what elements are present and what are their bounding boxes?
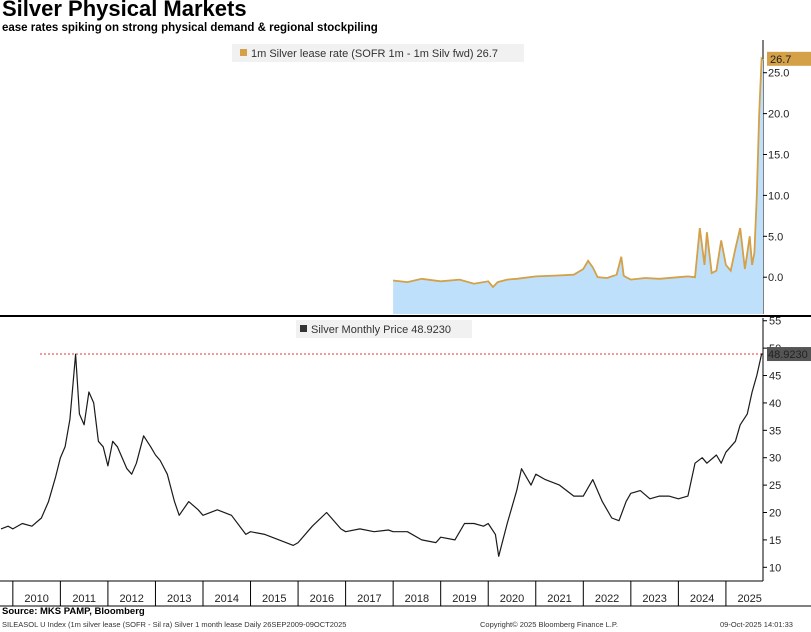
lease-rate-area — [393, 58, 763, 314]
silver-price-line — [0, 353, 764, 557]
x-tick-label: 2014 — [215, 593, 239, 605]
lease-legend-box — [232, 44, 524, 62]
x-tick-label: 2017 — [357, 593, 381, 605]
x-tick-label: 2016 — [310, 593, 334, 605]
price-y-tick-label: 10 — [769, 562, 781, 574]
price-legend-label: Silver Monthly Price 48.9230 — [311, 324, 451, 336]
price-y-tick-label: 30 — [769, 453, 781, 465]
price-y-tick-label: 20 — [769, 508, 781, 520]
price-y-tick-label: 55 — [769, 316, 781, 328]
price-last-value-label: 48.9230 — [768, 349, 808, 361]
lease-rate-line — [392, 56, 764, 289]
price-y-tick-label: 25 — [769, 480, 781, 492]
x-tick-label: 2019 — [452, 593, 476, 605]
x-axis: 2010 2011 2012 2013 2014 2015 2016 2017 2018 2019… — [0, 580, 811, 607]
price-last-value-tag — [767, 347, 811, 362]
x-tick-label: 2020 — [500, 593, 524, 605]
x-tick-label: 2021 — [547, 593, 571, 605]
lease-rate-panel: 0.0 5.0 10.0 15.0 20.0 25.0 1m Silver lease ra… — [0, 40, 811, 317]
x-tick-label: 2011 — [72, 593, 96, 605]
lease-last-value-tag — [767, 51, 811, 66]
lease-legend-label: 1m Silver lease rate (SOFR 1m - 1m Silv … — [251, 48, 498, 60]
price-y-tick-label: 35 — [769, 425, 781, 437]
price-y-tick-label: 40 — [769, 398, 781, 410]
chart-subtitle: ease rates spiking on strong physical de… — [2, 22, 378, 34]
page-title: Silver Physical Markets — [2, 0, 247, 21]
index-description: SILEASOL U Index (1m silver lease (SOFR … — [2, 620, 347, 629]
x-tick-label: 2025 — [737, 593, 761, 605]
x-tick-label: 2013 — [167, 593, 191, 605]
price-legend-swatch — [300, 325, 307, 332]
price-legend-box — [296, 320, 472, 338]
lease-y-tick-label: 5.0 — [768, 231, 783, 243]
lease-y-tick-label: 20.0 — [768, 109, 789, 121]
lease-last-value-label: 26.7 — [770, 54, 791, 66]
x-tick-label: 2022 — [595, 593, 619, 605]
x-tick-label: 2010 — [24, 593, 48, 605]
lease-y-tick-label: 0.0 — [768, 272, 783, 284]
source-note: Source: MKS PAMP, Bloomberg — [2, 606, 145, 617]
x-tick-label: 2024 — [690, 593, 714, 605]
timestamp: 09-Oct-2025 14:01:33 — [720, 620, 793, 629]
copyright-note: Copyright© 2025 Bloomberg Finance L.P. — [480, 620, 618, 629]
lease-legend-swatch — [240, 49, 247, 56]
price-y-tick-label: 15 — [769, 535, 781, 547]
x-tick-label: 2015 — [262, 593, 286, 605]
silver-price-panel: 10152025303540455055Silver Monthly Price… — [0, 316, 811, 581]
lease-y-tick-label: 25.0 — [768, 68, 789, 80]
price-y-tick-label: 45 — [769, 371, 781, 383]
lease-y-tick-label: 15.0 — [768, 150, 789, 162]
x-tick-label: 2018 — [405, 593, 429, 605]
x-tick-label: 2023 — [642, 593, 666, 605]
x-tick-label: 2012 — [119, 593, 143, 605]
lease-y-tick-label: 10.0 — [768, 190, 789, 202]
